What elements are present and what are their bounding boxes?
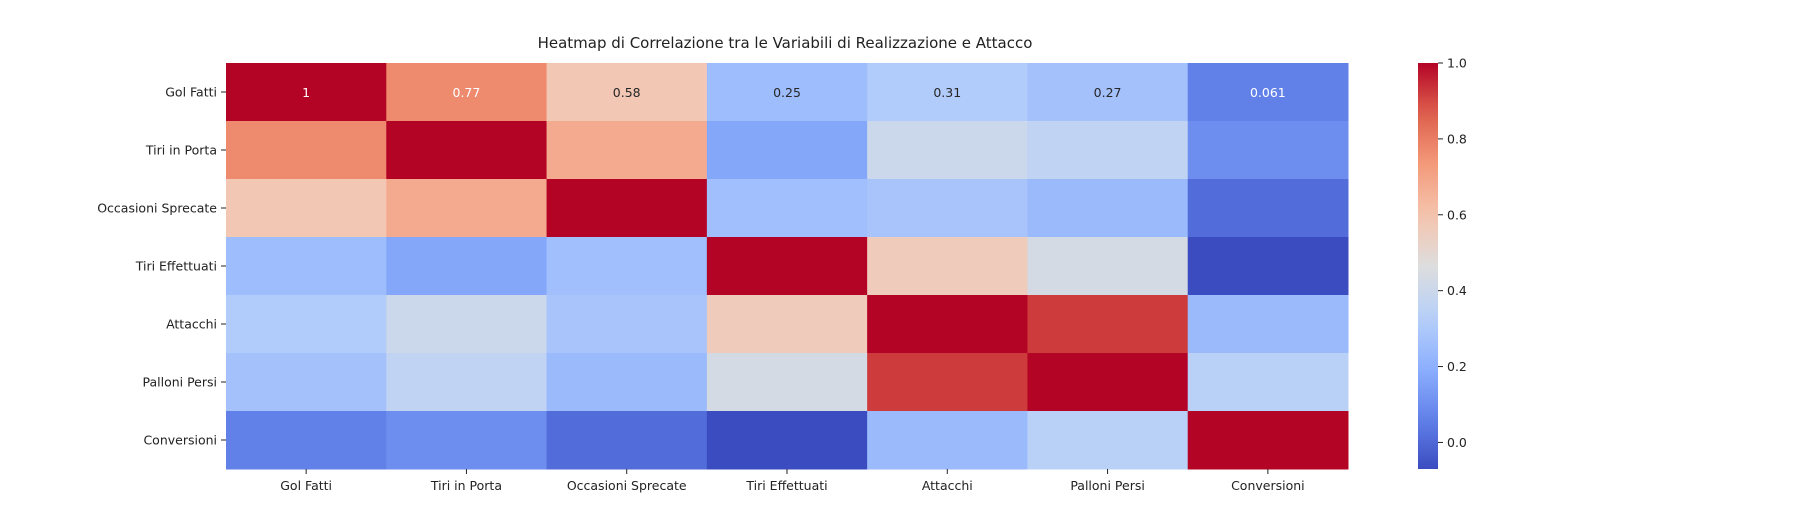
cell-annotation-6: 0.061: [1250, 85, 1286, 100]
colorbar-tick-label-3: 0.6: [1447, 207, 1467, 222]
heatmap-cell-2-3: [706, 179, 868, 238]
colorbar-tick-label-1: 0.2: [1447, 359, 1467, 374]
x-tick-label-2: Occasioni Sprecate: [567, 478, 687, 493]
heatmap-cell-6-4: [867, 411, 1028, 470]
heatmap-cell-5-5: [1027, 353, 1189, 412]
heatmap-cell-5-2: [546, 353, 708, 412]
heatmap-cell-1-4: [867, 121, 1028, 180]
heatmap-cell-6-0: [226, 411, 387, 470]
colorbar: 0.0 0.2 0.4 0.6 0.8 1.0: [1418, 56, 1467, 469]
cell-annotation-4: 0.31: [933, 85, 961, 100]
heatmap-cell-6-3: [706, 411, 868, 470]
heatmap-cell-0-2: [546, 63, 708, 122]
heatmap-cell-5-6: [1187, 353, 1349, 412]
heatmap-cell-2-0: [226, 179, 387, 238]
x-tick-label-0: Gol Fatti: [280, 478, 332, 493]
heatmap-cell-0-6: [1187, 63, 1349, 122]
colorbar-tick-label-5: 1.0: [1447, 56, 1467, 71]
heatmap-cell-6-2: [546, 411, 708, 470]
heatmap-cell-3-2: [546, 237, 708, 296]
heatmap-cell-3-5: [1027, 237, 1189, 296]
heatmap-cell-6-5: [1027, 411, 1189, 470]
colorbar-gradient: [1418, 63, 1438, 469]
heatmap-cell-2-1: [386, 179, 548, 238]
heatmap-cell-3-1: [386, 237, 548, 296]
heatmap-cell-0-1: [386, 63, 548, 122]
x-tick-label-3: Tiri Effettuati: [745, 478, 827, 493]
heatmap-cell-2-4: [867, 179, 1028, 238]
heatmap-cell-1-5: [1027, 121, 1189, 180]
y-tick-label-6: Conversioni: [143, 433, 217, 448]
heatmap-cell-3-4: [867, 237, 1028, 296]
cell-annotation-0: 1: [302, 85, 310, 100]
heatmap-cell-0-0: [226, 63, 387, 122]
heatmap-cell-4-3: [706, 295, 868, 354]
x-tick-label-6: Conversioni: [1231, 478, 1305, 493]
heatmap-cell-3-0: [226, 237, 387, 296]
heatmap-cell-4-1: [386, 295, 548, 354]
x-tick-label-4: Attacchi: [922, 478, 973, 493]
heatmap-cell-3-6: [1187, 237, 1349, 296]
cell-annotation-1: 0.77: [453, 85, 481, 100]
heatmap-cell-1-2: [546, 121, 708, 180]
colorbar-tick-label-4: 0.8: [1447, 131, 1467, 146]
heatmap-cell-5-0: [226, 353, 387, 412]
cell-annotation-2: 0.58: [613, 85, 641, 100]
y-tick-label-3: Tiri Effettuati: [135, 259, 217, 274]
chart-title: Heatmap di Correlazione tra le Variabili…: [538, 34, 1033, 52]
y-tick-label-5: Palloni Persi: [142, 375, 217, 390]
x-axis: Gol Fatti Tiri in Porta Occasioni Sprecate…: [280, 469, 1305, 493]
heatmap-cell-1-0: [226, 121, 387, 180]
cell-annotation-5: 0.27: [1094, 85, 1122, 100]
heatmap-cell-5-4: [867, 353, 1028, 412]
heatmap-cell-labels: 1 0.77 0.58 0.25 0.31 0.27 0.061: [302, 85, 1286, 100]
heatmap-cell-4-4: [867, 295, 1028, 354]
colorbar-tick-label-0: 0.0: [1447, 435, 1467, 450]
y-axis: Gol Fatti Tiri in Porta Occasioni Sprecate…: [97, 85, 226, 448]
y-tick-label-1: Tiri in Porta: [145, 143, 217, 158]
heatmap-cell-5-3: [706, 353, 868, 412]
x-tick-label-1: Tiri in Porta: [430, 478, 502, 493]
heatmap-cell-1-3: [706, 121, 868, 180]
heatmap-cell-6-1: [386, 411, 548, 470]
heatmap-cell-0-5: [1027, 63, 1189, 122]
heatmap-cell-1-1: [386, 121, 548, 180]
heatmap-cell-5-1: [386, 353, 548, 412]
heatmap-cell-4-5: [1027, 295, 1189, 354]
heatmap-cell-2-2: [546, 179, 708, 238]
heatmap-cell-6-6: [1187, 411, 1349, 470]
heatmap-cells: [226, 63, 1349, 470]
colorbar-tick-label-2: 0.4: [1447, 283, 1467, 298]
y-tick-label-0: Gol Fatti: [165, 85, 217, 100]
heatmap-cell-0-4: [867, 63, 1028, 122]
x-tick-label-5: Palloni Persi: [1070, 478, 1145, 493]
y-tick-label-2: Occasioni Sprecate: [97, 201, 217, 216]
heatmap-cell-0-3: [706, 63, 868, 122]
cell-annotation-3: 0.25: [773, 85, 801, 100]
heatmap-cell-4-2: [546, 295, 708, 354]
heatmap-cell-4-6: [1187, 295, 1349, 354]
heatmap-cell-2-6: [1187, 179, 1349, 238]
heatmap-cell-4-0: [226, 295, 387, 354]
y-tick-label-4: Attacchi: [166, 317, 217, 332]
heatmap-cell-1-6: [1187, 121, 1349, 180]
heatmap-cell-3-3: [706, 237, 868, 296]
heatmap-cell-2-5: [1027, 179, 1189, 238]
